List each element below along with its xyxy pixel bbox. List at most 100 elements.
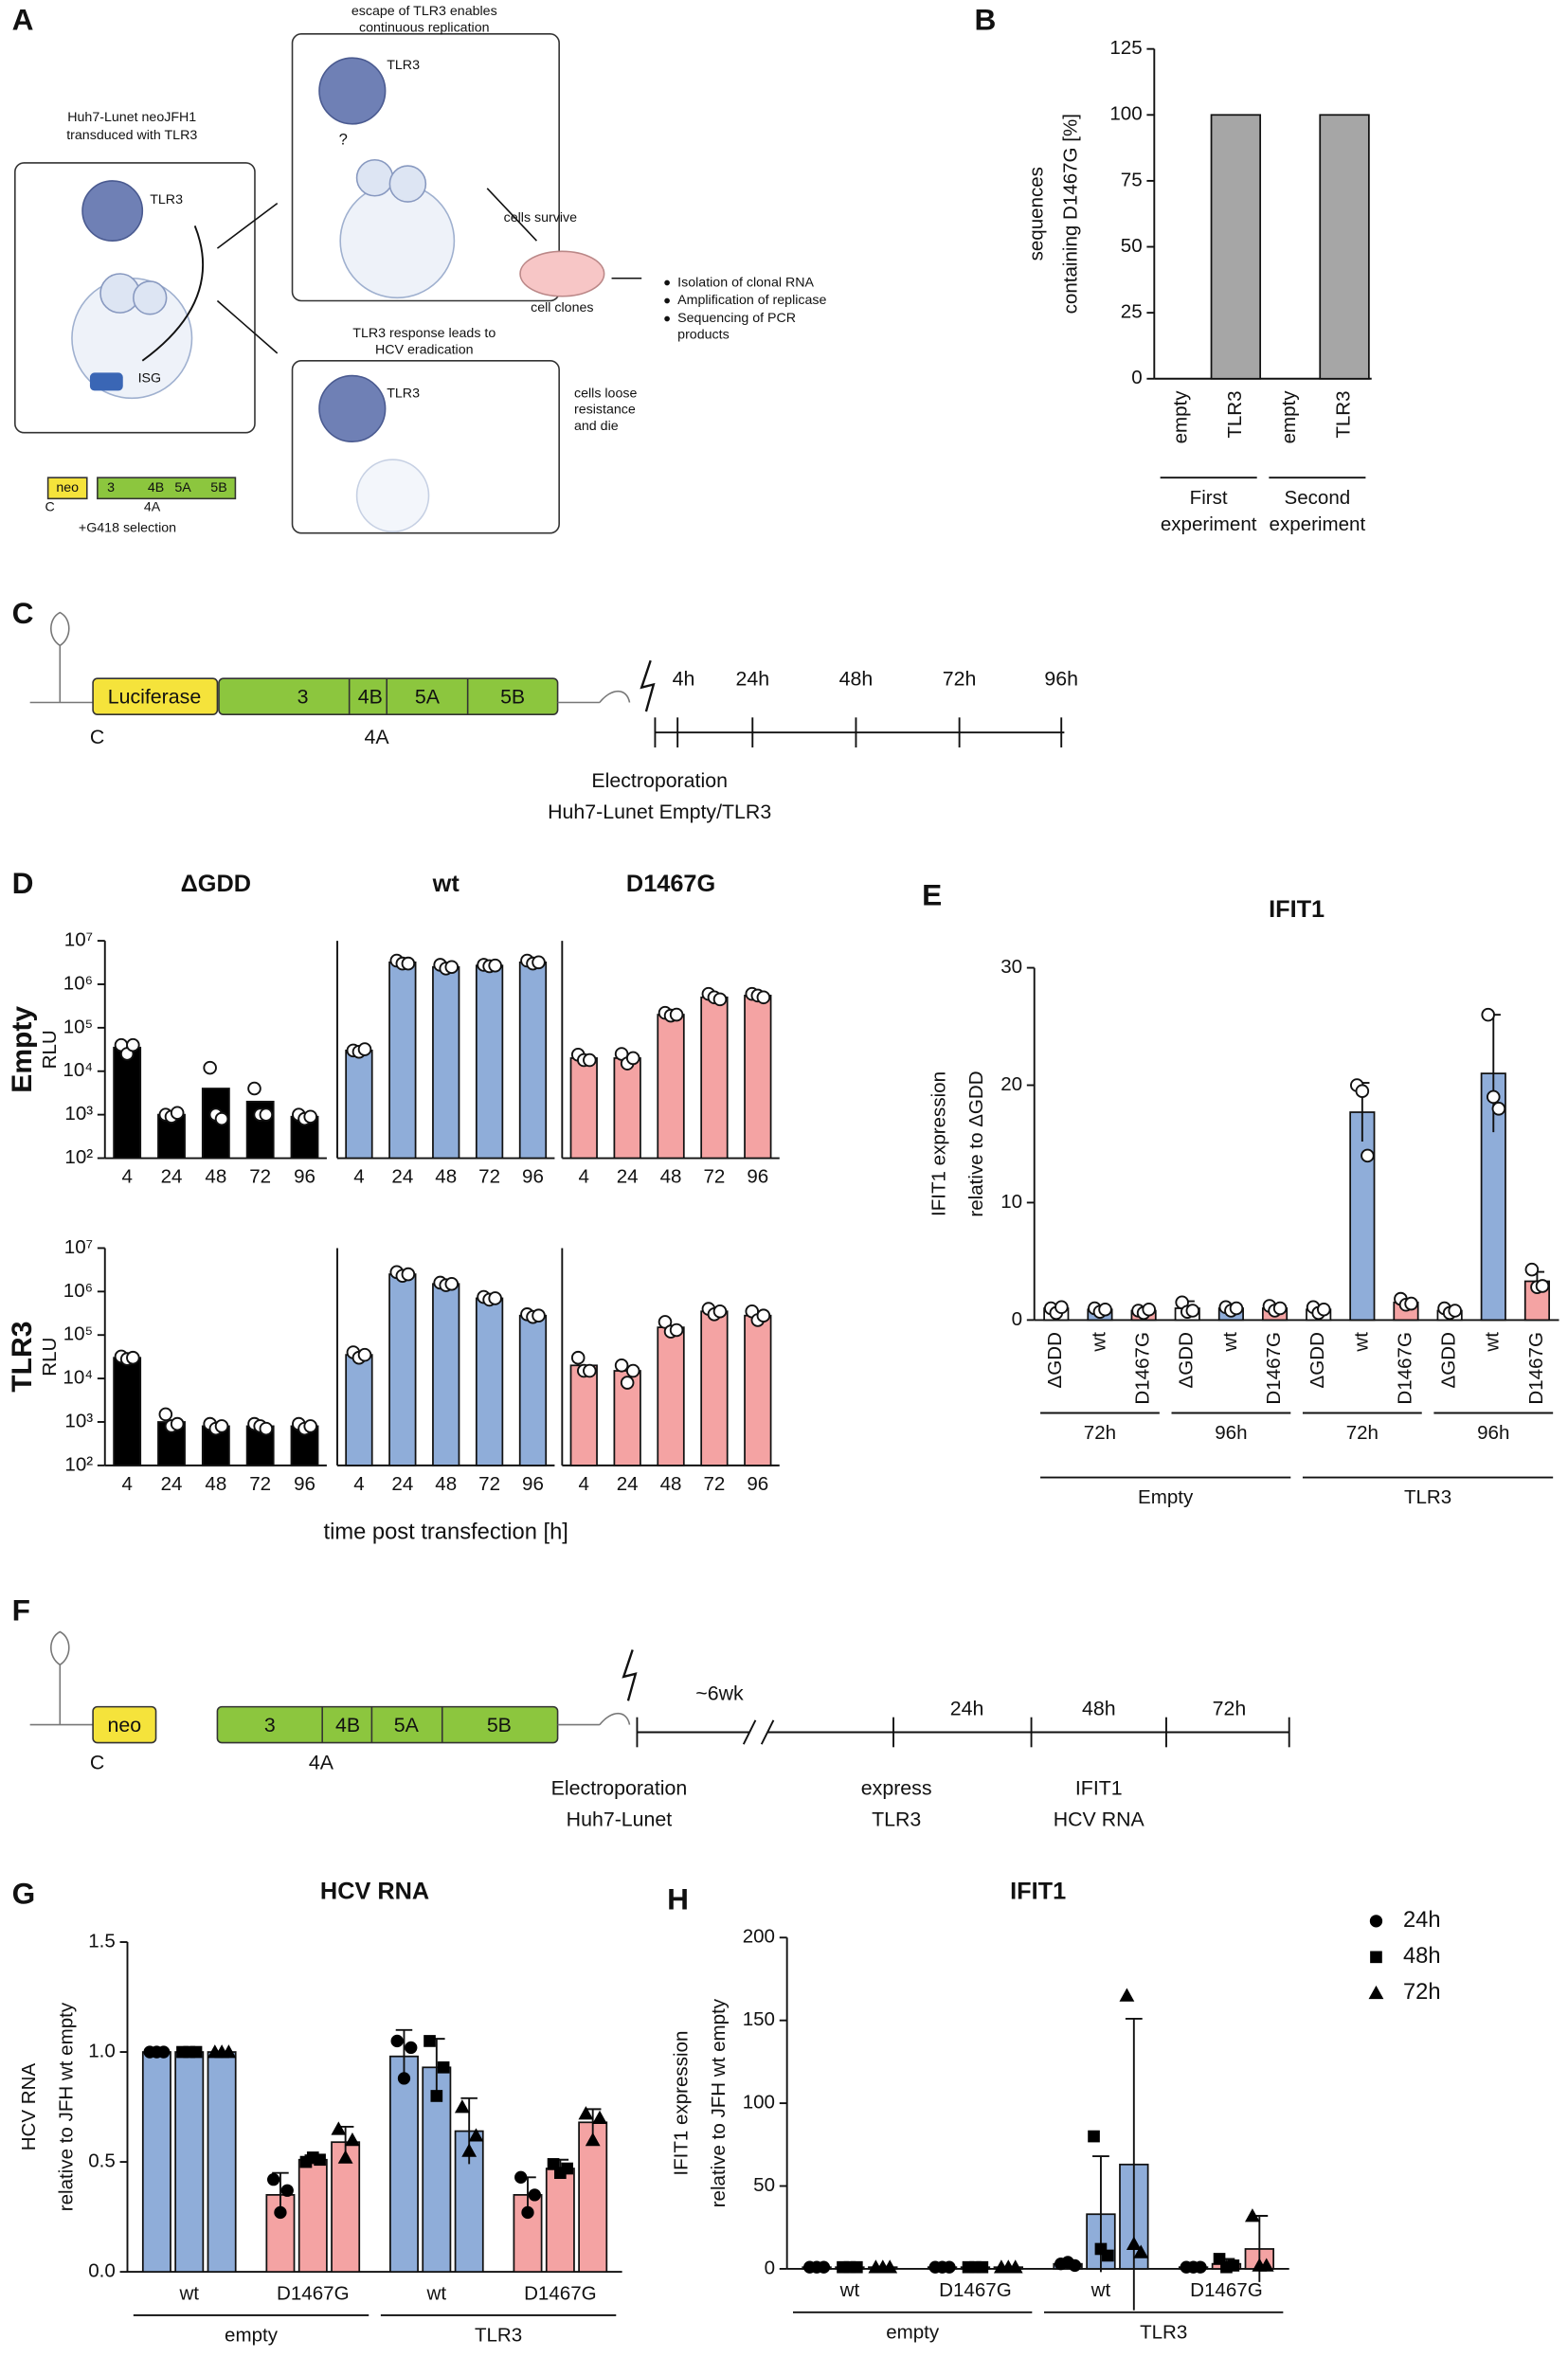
data-point <box>357 1042 372 1056</box>
label: express <box>861 1776 932 1799</box>
bar <box>389 2055 419 2273</box>
data-point <box>1361 1148 1375 1163</box>
data-point <box>157 2045 171 2059</box>
data-point <box>221 2044 237 2059</box>
label: escape of TLR3 enables <box>351 4 497 19</box>
x-axis-label: time post transfection [h] <box>324 1520 568 1544</box>
y-tick-label: 10² <box>64 1146 93 1168</box>
y-tick-label: 0.0 <box>88 2260 116 2282</box>
x-tick-label: 96 <box>522 1166 544 1188</box>
data-point <box>625 1051 640 1066</box>
x-tick-label: D1467G <box>524 2282 597 2304</box>
x-tick-label: 4 <box>121 1166 132 1188</box>
y-axis-label: RLU <box>39 1338 61 1376</box>
x-tick-label: wt <box>426 2282 447 2304</box>
label: 4h <box>673 667 695 690</box>
replicon-segment <box>218 677 559 715</box>
y-tick-label: 30 <box>1000 956 1022 978</box>
label: 24h <box>735 667 769 690</box>
data-point <box>570 1350 586 1365</box>
lightning <box>622 1649 638 1701</box>
data-point <box>170 1106 185 1121</box>
x-tick-label: 24 <box>617 1473 639 1495</box>
label: TLR3 <box>387 58 420 73</box>
label: cells survive <box>504 210 578 225</box>
data-point <box>189 2045 203 2059</box>
data-point <box>1481 1007 1495 1022</box>
label: IFIT1 <box>1075 1776 1123 1799</box>
chart-title: HCV RNA <box>320 1878 429 1904</box>
cell <box>355 459 430 532</box>
data-point <box>1054 1300 1069 1315</box>
data-point <box>1185 1304 1200 1318</box>
bar <box>113 1357 142 1466</box>
lightning <box>640 659 656 712</box>
bar <box>657 1326 685 1466</box>
label: ? <box>339 131 348 149</box>
label: resistance <box>574 403 636 418</box>
label: 4B <box>148 480 164 495</box>
data-point <box>882 2259 898 2274</box>
label: Huh7-Lunet Empty/TLR3 <box>548 801 771 823</box>
data-point <box>203 1060 217 1075</box>
x-tick-label: 24 <box>617 1166 639 1188</box>
legend-label: 72h <box>1403 1980 1441 2005</box>
bar <box>345 1049 373 1160</box>
bar <box>518 961 548 1160</box>
data-point <box>337 2150 353 2164</box>
data-point <box>712 992 728 1007</box>
label: 5A <box>174 480 191 495</box>
x-tick-label: 96 <box>294 1473 315 1495</box>
label: transduced with TLR3 <box>66 128 197 143</box>
group-label: Second <box>1285 487 1351 509</box>
bullet <box>664 297 670 304</box>
y-tick-label: 10³ <box>64 1410 93 1431</box>
y-tick-label: 10⁶ <box>63 1280 93 1302</box>
data-point <box>1119 1988 1135 2002</box>
x-tick-label: ΔGDD <box>1044 1332 1066 1388</box>
panel-f: neo 3 4B 5A 5B C 4A ~6wk 24h 48h 72h Ele… <box>29 1630 1290 1830</box>
label: 3 <box>107 480 115 495</box>
y-tick-label: 1.5 <box>88 1930 116 1952</box>
data-point <box>1068 2258 1082 2273</box>
data-point <box>259 1421 274 1436</box>
x-tick-label: TLR3 <box>1224 390 1246 438</box>
row-label: TLR3 <box>7 1322 38 1393</box>
data-point <box>1007 2259 1023 2274</box>
label: cell clones <box>531 300 593 315</box>
y-tick-label: 10⁴ <box>63 1367 93 1389</box>
replicon-segment <box>46 477 88 500</box>
bar <box>613 1057 641 1160</box>
data-point <box>1229 1301 1244 1316</box>
bar <box>700 1310 729 1466</box>
x-tick-label: 72 <box>703 1166 725 1188</box>
label: neo <box>56 480 79 495</box>
data-point <box>345 2132 360 2147</box>
y-tick-label: 10⁶ <box>63 972 93 994</box>
chart-title: wt <box>432 871 460 897</box>
data-point <box>583 1363 597 1378</box>
x-tick-label: wt <box>1090 2279 1111 2301</box>
x-tick-label: wt <box>1088 1332 1109 1353</box>
label: TLR3 <box>387 386 420 401</box>
group-label: 96h <box>1477 1422 1509 1444</box>
data-point <box>488 1291 502 1305</box>
x-tick-label: ΔGDD <box>1176 1332 1198 1388</box>
vesicle <box>133 280 168 315</box>
y-tick-label: 10⁵ <box>63 1323 93 1345</box>
data-point <box>712 1304 728 1319</box>
x-tick-label: 96 <box>747 1166 768 1188</box>
utr <box>557 690 631 704</box>
data-point <box>625 1363 640 1378</box>
data-point <box>314 2153 326 2167</box>
data-point <box>528 2188 541 2202</box>
data-point <box>430 2090 443 2102</box>
label: 72h <box>943 667 977 690</box>
label: TLR3 <box>872 1808 921 1830</box>
data-point <box>585 2132 601 2147</box>
y-tick-label: 10³ <box>64 1103 93 1125</box>
x-tick-label: D1467G <box>1394 1332 1415 1405</box>
group-label: TLR3 <box>1404 1486 1451 1508</box>
